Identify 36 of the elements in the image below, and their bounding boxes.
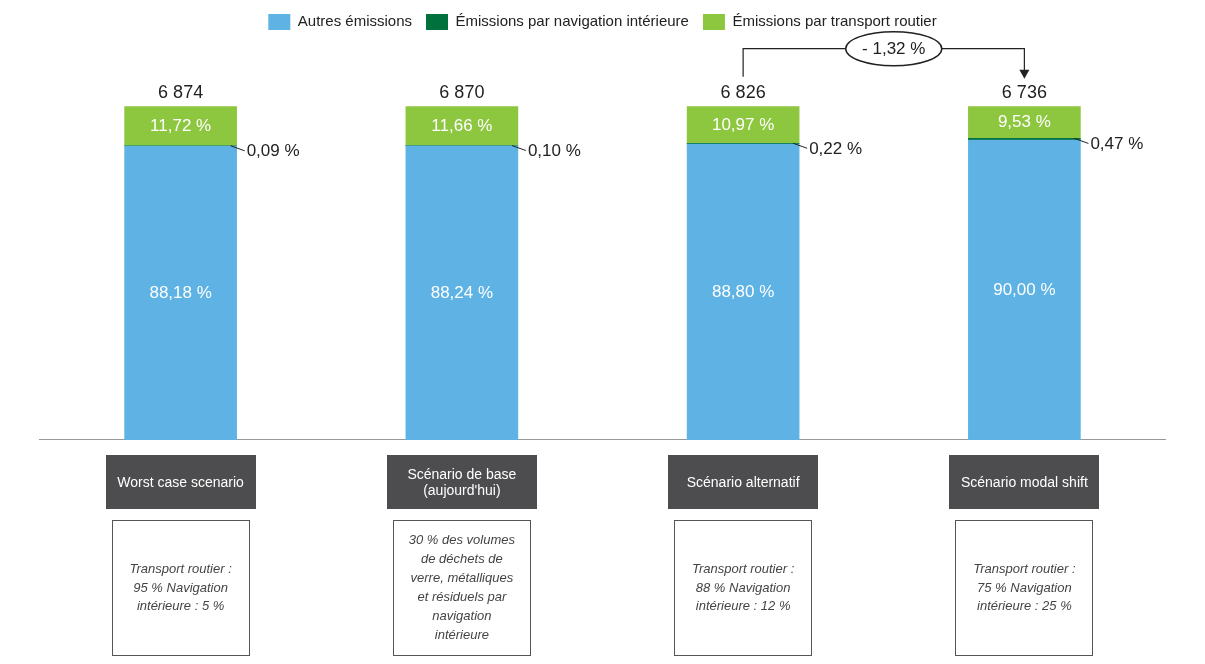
bar xyxy=(405,145,519,440)
bar xyxy=(968,106,1081,139)
text: 30 % des volumes de déchets de verre, métalliques et résiduels par navigation intérieure xyxy=(392,520,531,656)
annotation: 6 736 xyxy=(1001,81,1047,102)
bar xyxy=(405,106,519,146)
legend-label: Émissions par transport routier xyxy=(732,12,937,30)
annotation: 6 826 xyxy=(720,81,766,102)
x-tick-label: Worst case scenario xyxy=(105,455,256,509)
text: Transport routier : 75 % Navigation intérieure : 25 % xyxy=(955,520,1094,656)
legend-label: Autres émissions xyxy=(297,12,413,30)
data-label: 0,09 % xyxy=(246,141,300,161)
annotation: 6 874 xyxy=(158,81,204,102)
text: Transport routier : 88 % Navigation intérieure : 12 % xyxy=(674,520,813,656)
annotation: 6 870 xyxy=(439,81,485,102)
data-label: 10,97 % xyxy=(711,114,775,134)
bar xyxy=(968,139,1081,440)
data-label: 11,72 % xyxy=(150,115,212,135)
data-label: 88,80 % xyxy=(711,281,775,301)
data-label: 9,53 % xyxy=(997,112,1051,132)
bar xyxy=(124,145,237,440)
bar xyxy=(686,143,800,440)
data-label: 0,47 % xyxy=(1090,134,1144,154)
data-label: 0,22 % xyxy=(809,138,863,158)
data-label: 0,10 % xyxy=(527,141,581,161)
x-tick-label: Scénario modal shift xyxy=(949,455,1100,509)
text: - 1,32 % xyxy=(862,38,926,59)
x-tick-label: Scénario de base (aujourd'hui) xyxy=(386,455,537,509)
legend-label: Émissions par navigation intérieure xyxy=(455,12,689,30)
text: Transport routier : 95 % Navigation intérieure : 5 % xyxy=(111,520,250,656)
data-label: 90,00 % xyxy=(993,279,1056,299)
data-label: 11,66 % xyxy=(431,115,493,135)
bar xyxy=(686,106,800,144)
bar xyxy=(124,106,237,147)
data-label: 88,18 % xyxy=(149,282,212,302)
data-label: 88,24 % xyxy=(430,282,494,302)
x-tick-label: Scénario alternatif xyxy=(668,455,819,509)
